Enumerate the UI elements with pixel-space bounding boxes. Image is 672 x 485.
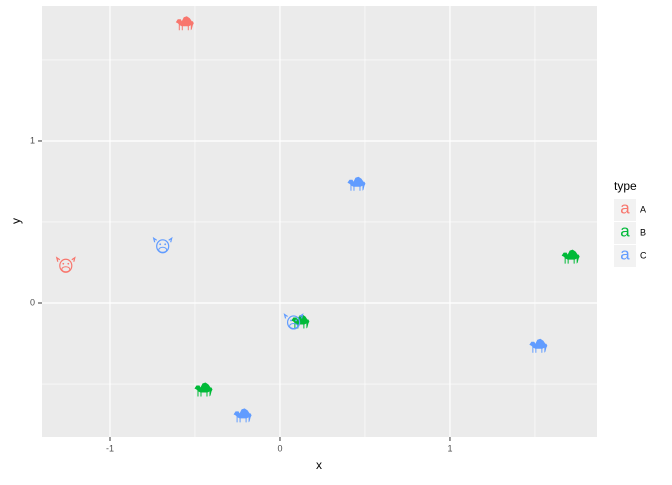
cow-icon	[289, 322, 299, 329]
y-tick-label: 1	[30, 135, 35, 145]
x-tick-label: 1	[447, 443, 452, 453]
point	[529, 338, 548, 353]
cow-icon	[67, 262, 70, 265]
legend-key-glyph: a	[620, 198, 630, 217]
x-tick-label: -1	[106, 443, 114, 453]
camel-icon	[347, 176, 366, 191]
x-axis-label: x	[316, 458, 322, 472]
legend-key	[614, 245, 636, 267]
legend-title: type	[614, 179, 637, 193]
cow-icon	[159, 243, 162, 246]
y-axis-label: y	[9, 218, 23, 224]
cow-icon	[290, 319, 292, 322]
point	[152, 236, 173, 254]
legend-label: A	[640, 204, 646, 214]
point	[283, 313, 304, 330]
cow-icon	[295, 319, 297, 322]
point	[175, 16, 194, 31]
camel-icon	[175, 16, 194, 31]
point	[233, 408, 252, 423]
point	[55, 256, 76, 273]
camel-icon	[561, 249, 580, 264]
cow-icon	[62, 262, 65, 265]
cow-icon	[152, 236, 173, 243]
camel-icon	[529, 338, 548, 353]
legend-key-glyph: a	[620, 221, 630, 240]
cow-icon	[55, 256, 76, 262]
legend-key-glyph: a	[620, 244, 630, 263]
point	[347, 176, 366, 191]
x-tick-label: 0	[277, 443, 282, 453]
camel-icon	[194, 382, 213, 397]
point	[291, 314, 310, 329]
cow-icon	[61, 266, 71, 273]
y-tick-label: 0	[30, 297, 35, 307]
camel-icon	[291, 314, 310, 329]
legend-label: C	[640, 250, 647, 260]
legend-key	[614, 222, 636, 244]
legend-label: B	[640, 227, 646, 237]
legend-key	[614, 199, 636, 221]
panel	[42, 6, 597, 437]
cow-icon	[158, 246, 168, 253]
cow-icon	[283, 313, 304, 319]
point	[561, 249, 580, 264]
cow-icon	[164, 243, 167, 246]
camel-icon	[233, 408, 252, 423]
point	[194, 382, 213, 397]
